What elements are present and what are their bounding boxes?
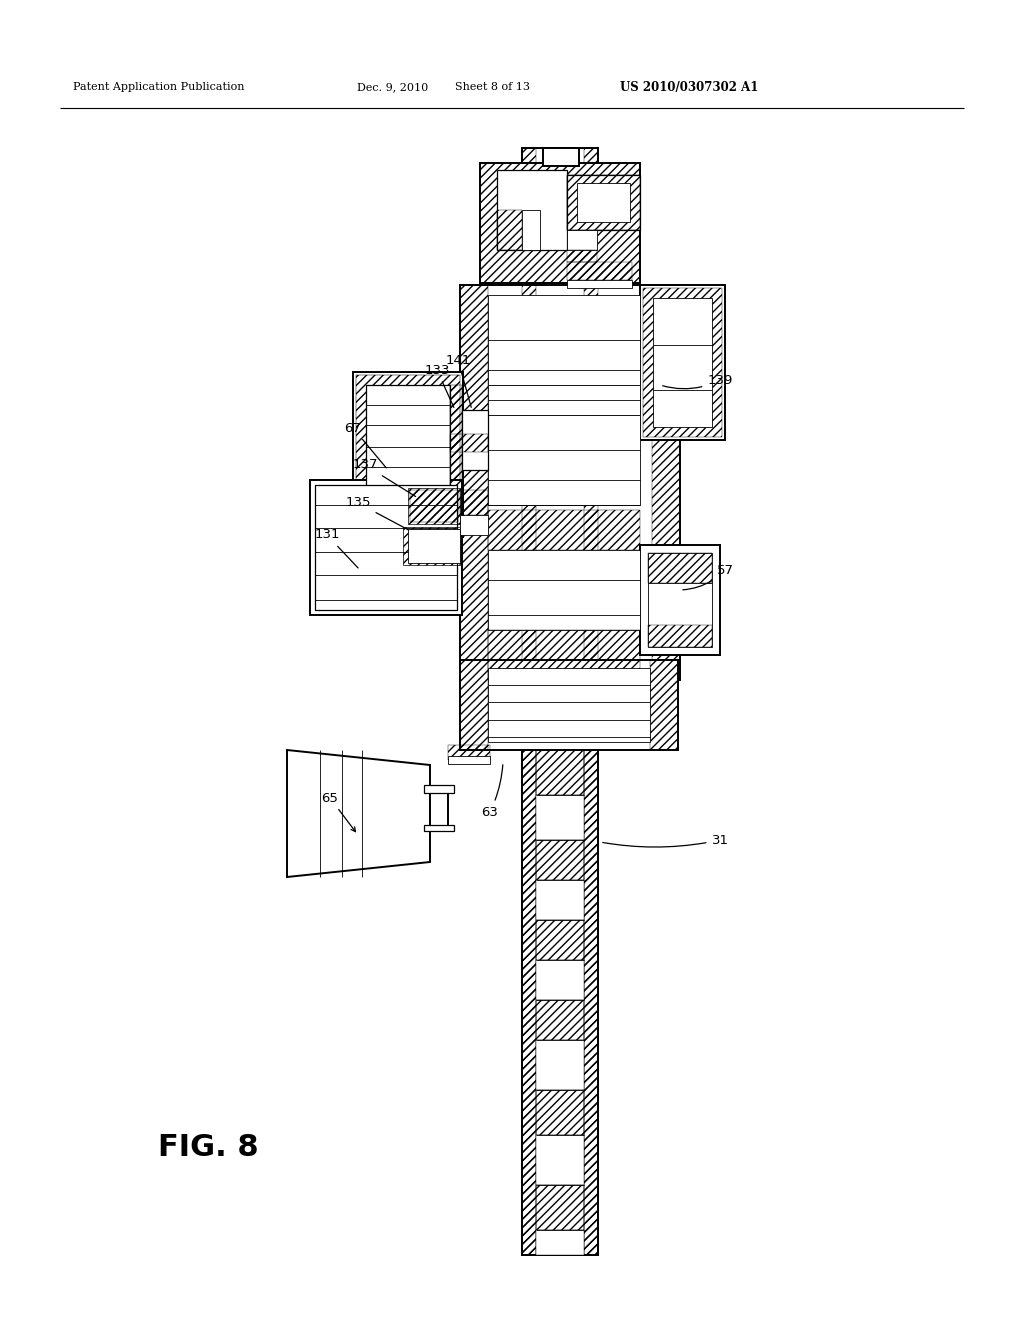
Bar	[643, 288, 722, 437]
Text: 133: 133	[424, 363, 454, 408]
Bar	[567, 176, 640, 230]
Bar	[460, 660, 488, 750]
Bar	[648, 553, 712, 647]
Bar	[408, 529, 460, 564]
Bar	[522, 148, 536, 1255]
Bar	[488, 550, 640, 630]
Bar	[648, 624, 712, 647]
Bar	[480, 162, 640, 282]
Text: 141: 141	[445, 354, 471, 408]
Bar	[640, 285, 725, 440]
Bar	[403, 527, 460, 565]
Text: 137: 137	[352, 458, 416, 496]
Bar	[536, 920, 584, 960]
Bar	[353, 372, 463, 537]
Bar	[567, 230, 597, 249]
Bar	[460, 285, 680, 680]
Bar	[536, 1135, 584, 1185]
Bar	[488, 630, 640, 680]
Bar	[650, 660, 678, 750]
Bar	[567, 176, 640, 230]
Bar	[497, 210, 522, 249]
Bar	[648, 553, 712, 583]
Bar	[450, 434, 488, 451]
Bar	[488, 294, 640, 385]
Text: 31: 31	[603, 833, 728, 847]
Bar	[488, 510, 640, 550]
Bar	[449, 756, 490, 764]
Bar	[584, 148, 598, 1255]
Text: 67: 67	[344, 421, 386, 467]
Text: 131: 131	[314, 528, 358, 568]
Text: Patent Application Publication: Patent Application Publication	[73, 82, 245, 92]
Bar	[640, 545, 720, 655]
Bar	[488, 668, 650, 742]
Text: FIG. 8: FIG. 8	[158, 1134, 258, 1163]
Bar	[522, 148, 598, 1255]
Bar	[449, 744, 490, 760]
Text: 57: 57	[683, 564, 733, 590]
Bar	[653, 298, 712, 426]
Bar	[488, 385, 640, 414]
Bar	[522, 210, 540, 249]
Bar	[488, 414, 640, 506]
Bar	[424, 825, 454, 832]
Bar	[577, 183, 630, 222]
Bar	[536, 840, 584, 880]
Bar	[536, 1001, 584, 1040]
Bar	[536, 880, 584, 920]
Bar	[536, 1185, 584, 1230]
Bar	[536, 1090, 584, 1135]
Text: 63: 63	[481, 764, 503, 818]
Bar	[652, 285, 680, 680]
Bar	[462, 411, 488, 470]
Text: US 2010/0307302 A1: US 2010/0307302 A1	[620, 81, 759, 94]
Bar	[315, 484, 457, 610]
Bar	[410, 490, 458, 521]
Bar	[310, 480, 462, 615]
Bar	[536, 750, 584, 795]
Bar	[460, 285, 488, 680]
Bar	[460, 660, 678, 750]
Bar	[356, 375, 460, 535]
Bar	[536, 960, 584, 1001]
Bar	[584, 750, 598, 1255]
Bar	[424, 785, 454, 793]
Text: Sheet 8 of 13: Sheet 8 of 13	[455, 82, 530, 92]
Bar	[536, 795, 584, 840]
Polygon shape	[287, 750, 430, 876]
Text: Dec. 9, 2010: Dec. 9, 2010	[357, 82, 428, 92]
Bar	[536, 1230, 584, 1255]
Bar	[567, 249, 597, 261]
Bar	[497, 170, 567, 249]
Bar	[408, 488, 460, 524]
Bar	[460, 515, 488, 535]
Bar	[460, 490, 488, 515]
Bar	[366, 385, 450, 524]
Bar	[450, 385, 462, 524]
Bar	[480, 162, 640, 282]
Bar	[543, 148, 579, 166]
Bar	[536, 1040, 584, 1090]
Bar	[522, 750, 598, 1255]
Bar	[567, 280, 632, 288]
Text: 65: 65	[322, 792, 355, 832]
Bar	[522, 750, 536, 1255]
Bar	[567, 261, 632, 280]
Text: 135: 135	[345, 496, 416, 533]
Text: 139: 139	[663, 374, 733, 389]
Bar	[430, 791, 449, 828]
